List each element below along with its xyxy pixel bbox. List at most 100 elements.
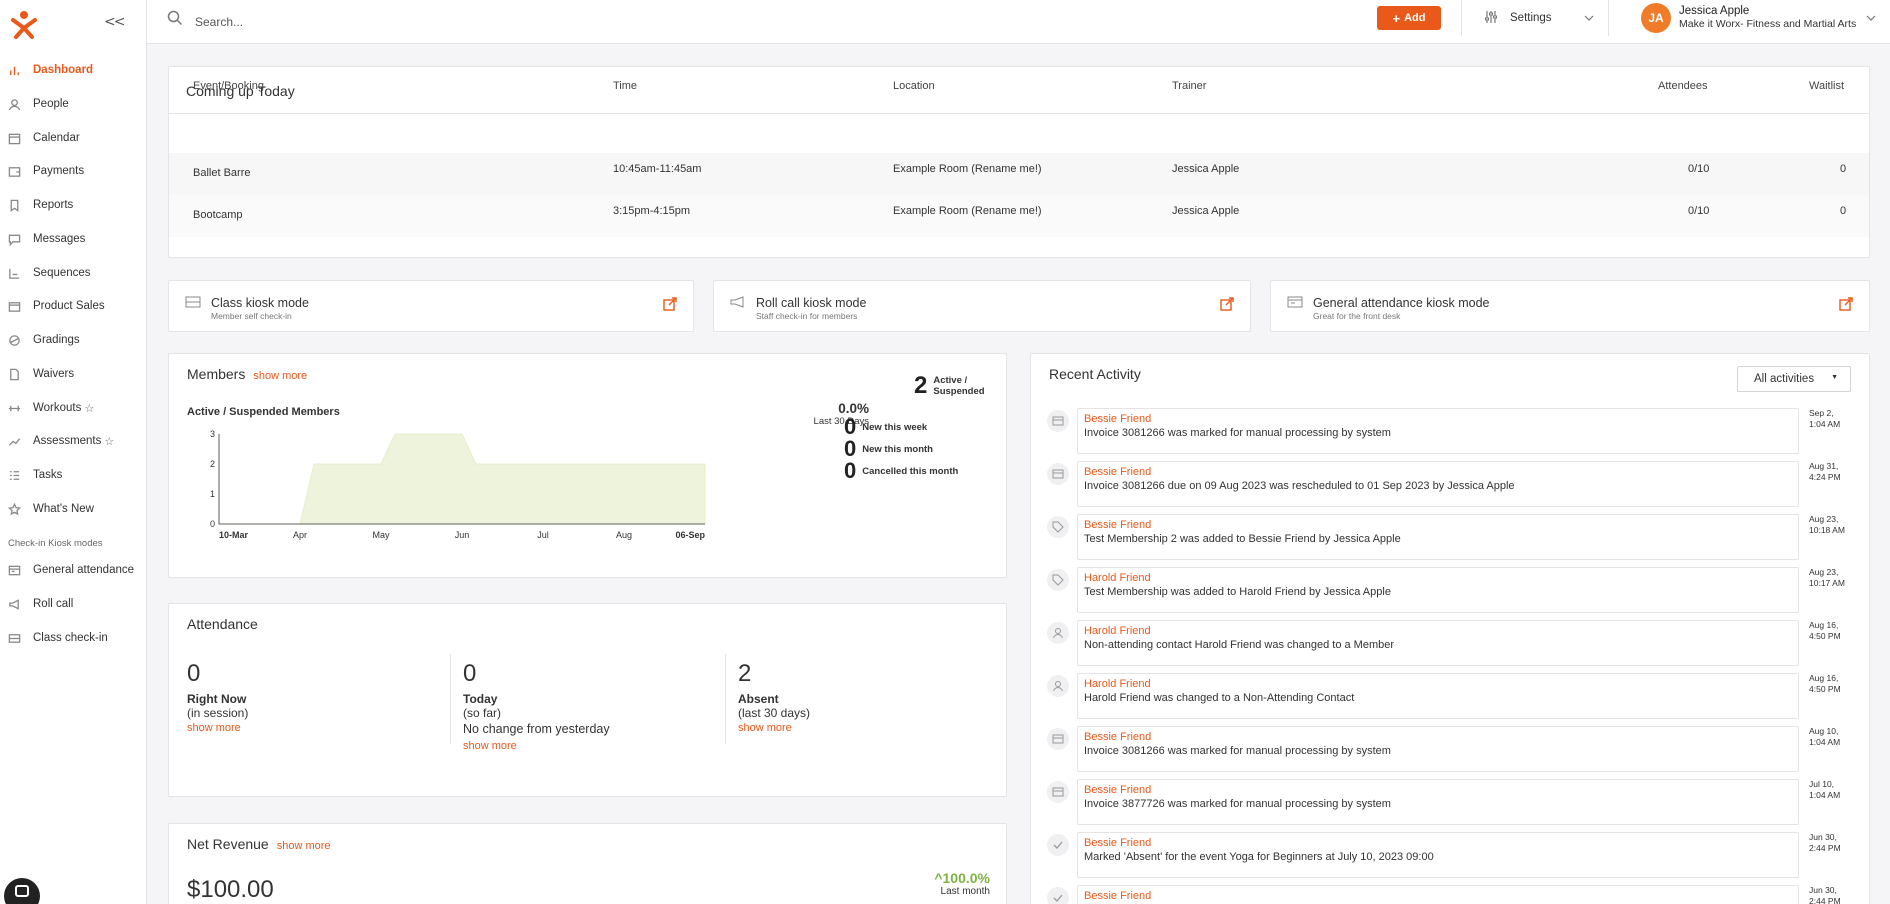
activity-person-link[interactable]: Harold Friend — [1084, 572, 1151, 584]
show-more-link[interactable]: show more — [738, 722, 792, 734]
person-icon — [1047, 622, 1069, 644]
sidebar-item-calendar[interactable]: Calendar — [0, 124, 146, 152]
activity-date-time: 4:50 PM — [1809, 684, 1841, 694]
chevron-down-icon — [1866, 12, 1876, 26]
net-revenue-card: Net Revenue show more $100.00 ^100.0% La… — [168, 823, 1007, 904]
show-more-link[interactable]: show more — [187, 722, 241, 734]
activity-item[interactable]: Bessie Friend Invoice 3877726 was marked … — [1047, 779, 1855, 827]
settings-dropdown[interactable]: Settings — [1461, 0, 1609, 36]
show-more-link[interactable]: show more — [276, 840, 331, 852]
sidebar-item-assessments[interactable]: Assessments ☆ — [0, 427, 146, 455]
members-title: Members — [187, 366, 246, 382]
sidebar-item-payments[interactable]: Payments — [0, 157, 146, 185]
active-count-value: 2 — [914, 372, 928, 399]
open-external-icon[interactable] — [1220, 297, 1234, 314]
kiosk-title: General attendance kiosk mode — [1313, 296, 1490, 310]
activity-content: Bessie Friend Invoice 3877726 was marked … — [1077, 779, 1799, 825]
activity-person-link[interactable]: Bessie Friend — [1084, 890, 1152, 902]
star-outline-icon: ☆ — [104, 435, 115, 448]
card-icon — [1047, 728, 1069, 750]
activity-person-link[interactable]: Harold Friend — [1084, 678, 1151, 690]
chat-icon — [7, 232, 21, 246]
trend-icon — [7, 434, 21, 448]
sidebar-item-label: What's New — [33, 503, 94, 515]
activity-person-link[interactable]: Bessie Friend — [1084, 731, 1152, 743]
table-row[interactable]: Ballet Barre 10:45am-11:45am Example Roo… — [169, 153, 1869, 195]
attendance-label: Right Now — [187, 692, 247, 706]
event-link[interactable]: Bootcamp — [193, 209, 243, 221]
roll-call-kiosk-card[interactable]: Roll call kiosk mode Staff check-in for … — [713, 280, 1251, 332]
activity-item[interactable]: Bessie Friend Invoice 3081266 due on 09 A… — [1047, 461, 1855, 509]
sidebar-item-whats-new[interactable]: What's New — [0, 495, 146, 523]
kiosk-modes-heading: Check-in Kiosk modes — [8, 538, 103, 549]
chat-launcher-button[interactable] — [4, 878, 40, 904]
activity-filter-value: All activities — [1754, 373, 1815, 385]
sidebar-item-general-attendance[interactable]: General attendance — [0, 556, 146, 584]
sidebar-item-label: Dashboard — [33, 64, 94, 76]
activity-item[interactable]: Bessie Friend Test Membership 2 was added… — [1047, 514, 1855, 562]
activity-person-link[interactable]: Bessie Friend — [1084, 466, 1152, 478]
x-tick-label: Jun — [455, 530, 470, 540]
open-external-icon[interactable] — [1839, 297, 1853, 314]
sidebar-item-class-check-in[interactable]: Class check-in — [0, 624, 146, 652]
sidebar-item-product-sales[interactable]: Product Sales — [0, 292, 146, 320]
activity-person-link[interactable]: Bessie Friend — [1084, 413, 1152, 425]
kiosk-subtitle: Great for the front desk — [1313, 311, 1401, 321]
activity-person-link[interactable]: Harold Friend — [1084, 625, 1151, 637]
collapse-sidebar-button[interactable]: << — [104, 14, 126, 30]
add-button[interactable]: + Add — [1377, 6, 1441, 30]
activity-date-day: Sep 2, — [1809, 408, 1834, 418]
y-tick-label: 3 — [210, 430, 215, 439]
coming-up-title: Coming up Today — [186, 83, 295, 99]
show-more-link[interactable]: show more — [463, 740, 517, 752]
active-count-label: Active / Suspended — [933, 375, 984, 397]
activity-item[interactable]: Bessie Friend Jun 30, 2:44 PM — [1047, 885, 1855, 904]
activity-item[interactable]: Bessie Friend Marked 'Absent' for the eve… — [1047, 832, 1855, 880]
sidebar-item-tasks[interactable]: Tasks — [0, 461, 146, 489]
user-menu[interactable]: JA Jessica Apple Make it Worx- Fitness a… — [1633, 0, 1890, 36]
members-growth: 0.0% Last 30 Days — [749, 401, 869, 427]
activity-date-day: Jun 30, — [1809, 832, 1837, 842]
activity-item[interactable]: Bessie Friend Invoice 3081266 was marked … — [1047, 726, 1855, 774]
general-attendance-kiosk-card[interactable]: General attendance kiosk mode Great for … — [1270, 280, 1870, 332]
activity-date: Jun 30, 2:44 PM — [1809, 832, 1861, 854]
card-icon — [1047, 463, 1069, 485]
sidebar-item-people[interactable]: People — [0, 90, 146, 118]
activity-item[interactable]: Harold Friend Harold Friend was changed t… — [1047, 673, 1855, 721]
kiosk-subtitle: Staff check-in for members — [756, 311, 858, 321]
sidebar-item-sequences[interactable]: Sequences — [0, 259, 146, 287]
open-external-icon[interactable] — [663, 297, 677, 314]
sidebar-item-label: Gradings — [33, 334, 80, 346]
sidebar-item-gradings[interactable]: Gradings — [0, 326, 146, 354]
activity-person-link[interactable]: Bessie Friend — [1084, 519, 1152, 531]
activity-text: Marked 'Absent' for the event Yoga for B… — [1084, 851, 1434, 863]
attendance-value: 0 — [463, 660, 477, 687]
top-bar: + Add Settings JA Jessica Apple Make it … — [147, 0, 1890, 44]
table-row[interactable]: Bootcamp 3:15pm-4:15pm Example Room (Ren… — [169, 195, 1869, 237]
show-more-link[interactable]: show more — [253, 370, 308, 382]
sidebar-item-dashboard[interactable]: Dashboard — [0, 56, 146, 84]
search-input[interactable] — [195, 10, 795, 34]
activity-person-link[interactable]: Bessie Friend — [1084, 837, 1152, 849]
activity-text: Invoice 3081266 was marked for manual pr… — [1084, 427, 1391, 439]
activity-date-day: Jul 10, — [1809, 779, 1835, 789]
attendance-sub: (in session) — [187, 706, 249, 720]
activity-filter-select[interactable]: All activities ▼ — [1737, 366, 1851, 392]
class-kiosk-card[interactable]: Class kiosk mode Member self check-in — [168, 280, 694, 332]
sidebar-item-reports[interactable]: Reports — [0, 191, 146, 219]
activity-person-link[interactable]: Bessie Friend — [1084, 784, 1152, 796]
app-logo[interactable] — [8, 8, 40, 40]
sidebar-item-messages[interactable]: Messages — [0, 225, 146, 253]
stat-value: 0 — [844, 414, 857, 439]
kiosk-title: Roll call kiosk mode — [756, 296, 867, 310]
sidebar-item-waivers[interactable]: Waivers — [0, 360, 146, 388]
activity-item[interactable]: Bessie Friend Invoice 3081266 was marked … — [1047, 408, 1855, 456]
sidebar-item-label: Workouts — [33, 402, 82, 414]
activity-item[interactable]: Harold Friend Non-attending contact Harol… — [1047, 620, 1855, 668]
sidebar-item-workouts[interactable]: Workouts ☆ — [0, 394, 146, 422]
event-link[interactable]: Ballet Barre — [193, 167, 251, 179]
sidebar-item-roll-call[interactable]: Roll call — [0, 590, 146, 618]
active-count: 2 Active / Suspended — [914, 372, 985, 400]
activity-item[interactable]: Harold Friend Test Membership was added t… — [1047, 567, 1855, 615]
attendance-sub: (so far) — [463, 706, 502, 720]
